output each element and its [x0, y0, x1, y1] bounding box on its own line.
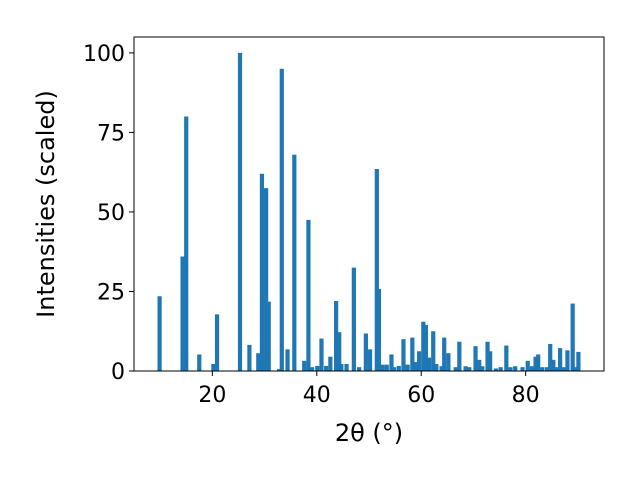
bar — [467, 367, 472, 371]
bar — [431, 331, 436, 371]
bar — [529, 366, 535, 371]
bar — [480, 366, 485, 371]
bar — [434, 364, 439, 371]
y-tick-label: 100 — [83, 42, 125, 67]
bar — [401, 339, 406, 371]
bar — [485, 341, 490, 371]
x-tick-label: 40 — [303, 383, 331, 408]
bar — [306, 219, 311, 371]
bar — [473, 346, 478, 371]
bar — [324, 365, 329, 371]
x-axis-label: 2θ (°) — [335, 419, 403, 447]
bar — [214, 314, 220, 371]
bar — [488, 351, 493, 371]
bar — [264, 188, 269, 371]
plot-frame — [133, 36, 605, 372]
bar — [211, 364, 216, 371]
y-tick-label: 0 — [111, 360, 125, 385]
bar — [410, 337, 415, 371]
bar — [367, 349, 373, 371]
bar — [536, 354, 541, 371]
bar — [259, 173, 265, 371]
bar — [520, 367, 525, 371]
bar — [292, 154, 297, 371]
bar — [525, 360, 530, 371]
bar — [561, 367, 566, 371]
bar — [423, 324, 429, 371]
bar — [237, 52, 243, 372]
bar — [551, 359, 556, 371]
y-axis-label: Intensities (scaled) — [32, 90, 60, 318]
bar — [356, 367, 362, 371]
bar — [279, 68, 284, 371]
bar — [328, 356, 333, 371]
bar — [548, 343, 553, 371]
bar — [374, 169, 379, 371]
bar — [417, 351, 422, 371]
bar — [384, 364, 389, 371]
bar — [247, 344, 252, 371]
bar — [277, 369, 282, 371]
bar — [442, 337, 447, 371]
bar — [493, 368, 498, 371]
bar — [554, 367, 559, 371]
bar — [184, 116, 189, 372]
bar — [309, 367, 315, 371]
bar — [439, 366, 444, 371]
bar — [570, 303, 575, 371]
bar — [180, 256, 185, 371]
bar — [576, 351, 581, 371]
bar — [533, 356, 538, 371]
bar — [380, 364, 385, 371]
bar — [396, 365, 401, 371]
bar — [413, 362, 418, 371]
bar — [302, 360, 307, 371]
x-tick-label: 20 — [198, 383, 226, 408]
y-tick-label: 75 — [97, 121, 125, 146]
bar — [498, 367, 503, 371]
x-tick-label: 80 — [512, 383, 540, 408]
bar — [477, 359, 482, 371]
bar — [558, 348, 563, 371]
bar — [285, 349, 290, 371]
bar — [453, 367, 458, 371]
bar — [504, 345, 509, 371]
bar — [457, 341, 462, 371]
bar — [391, 367, 397, 371]
bar — [351, 267, 356, 371]
bar — [376, 288, 382, 371]
bar — [256, 353, 261, 371]
bar — [337, 332, 342, 371]
bar — [513, 366, 518, 371]
bar — [389, 354, 394, 371]
y-tick-label: 25 — [97, 280, 125, 305]
bar — [573, 367, 578, 371]
bar — [319, 338, 324, 371]
bar — [540, 367, 545, 371]
bar — [363, 333, 368, 371]
bar — [157, 296, 162, 371]
x-axis-ticks: 20 40 60 80 — [198, 371, 540, 408]
bar — [339, 364, 344, 371]
bar — [508, 367, 513, 371]
bar — [565, 350, 570, 371]
bar — [197, 354, 202, 371]
x-tick-label: 60 — [407, 383, 435, 408]
y-axis-ticks: 0 25 50 75 100 — [83, 42, 134, 385]
bar — [446, 353, 451, 371]
bar — [315, 365, 320, 371]
y-tick-label: 50 — [97, 201, 125, 226]
bar — [421, 321, 426, 371]
bar — [344, 364, 349, 371]
bar — [334, 301, 339, 371]
bar — [463, 366, 468, 371]
bar — [266, 301, 271, 371]
bar — [426, 357, 432, 371]
bar — [405, 364, 410, 371]
bars-group — [157, 52, 581, 372]
bar — [544, 367, 550, 371]
